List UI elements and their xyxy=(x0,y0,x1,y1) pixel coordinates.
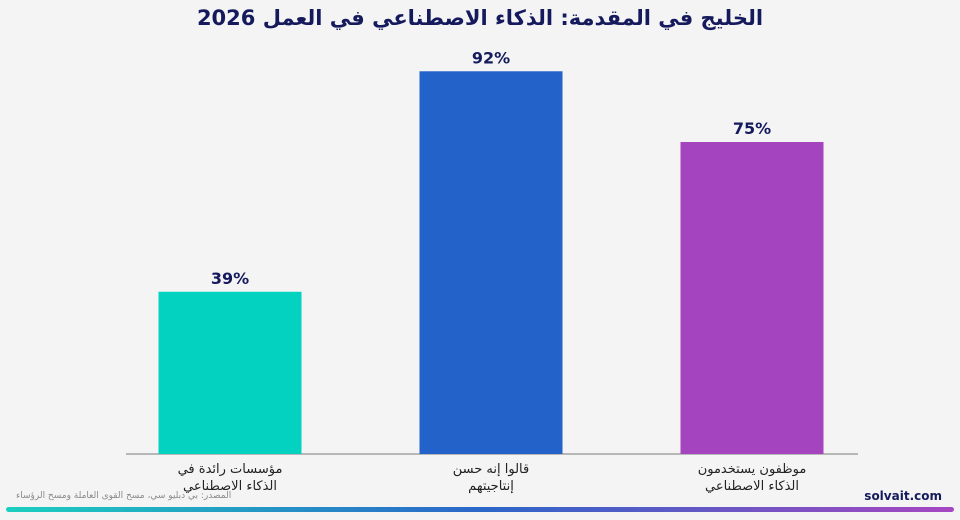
data-label-2: 92% xyxy=(472,48,510,67)
category-label-3-line-1: موظفون يستخدمون xyxy=(698,462,807,477)
source-note: المصدر: بي دبليو سي، مسح القوى العاملة و… xyxy=(16,491,232,501)
category-label-1-line-2: الذكاء الاصطناعي xyxy=(183,479,277,494)
brand-link[interactable]: solvait.com xyxy=(864,489,942,503)
data-label-3: 75% xyxy=(733,119,771,138)
data-label-1: 39% xyxy=(211,269,249,288)
bar-3 xyxy=(680,142,824,454)
bar-1 xyxy=(158,291,302,454)
category-label-1-line-1: مؤسسات رائدة في xyxy=(178,462,283,477)
chart-title: الخليج في المقدمة: الذكاء الاصطناعي في ا… xyxy=(196,6,764,30)
category-label-3-line-2: الذكاء الاصطناعي xyxy=(705,479,799,494)
gradient-bar xyxy=(6,507,954,512)
bar-2 xyxy=(419,71,563,454)
category-label-2-line-1: قالوا إنه حسن xyxy=(453,462,529,477)
category-label-2-line-2: إنتاجيتهم xyxy=(468,479,514,494)
